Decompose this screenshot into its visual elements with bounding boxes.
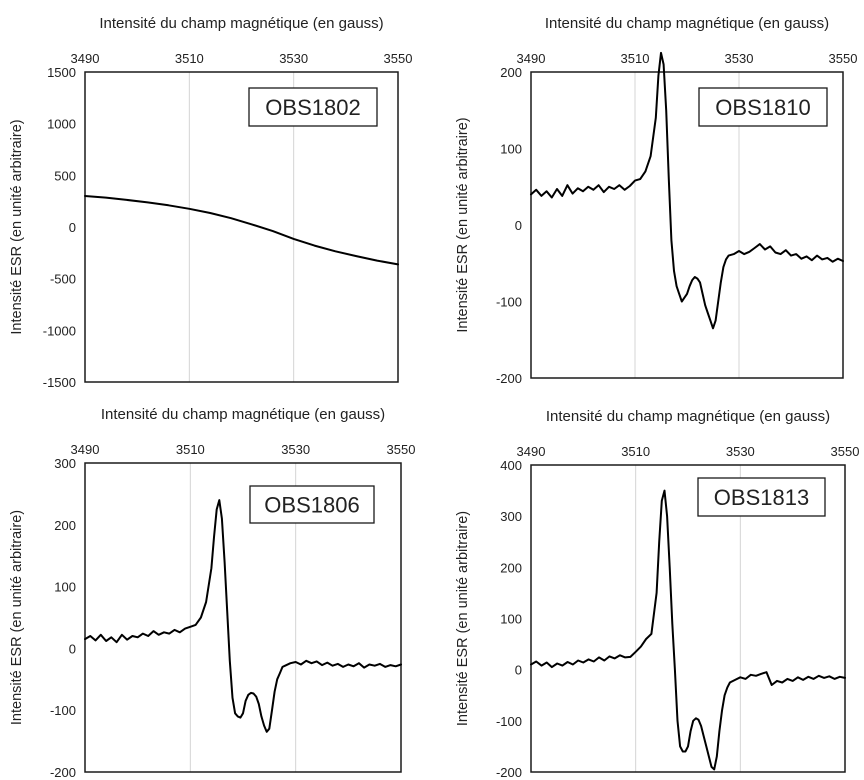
- y-tick-label: 200: [500, 65, 522, 80]
- x-tick-label: 3510: [621, 51, 650, 66]
- x-tick-label: 3490: [517, 51, 546, 66]
- esr-panel-2: Intensité du champ magnétique (en gauss)…: [455, 15, 857, 386]
- x-tick-label: 3530: [725, 51, 754, 66]
- esr-panel-3: Intensité du champ magnétique (en gauss)…: [9, 406, 415, 780]
- y-tick-label: 0: [515, 663, 522, 678]
- x-tick-label: 3490: [71, 51, 100, 66]
- sample-label-box: [697, 477, 826, 517]
- y-tick-label: 300: [54, 456, 76, 471]
- y-axis-label: Intensité ESR (en unité arbitraire): [455, 117, 471, 332]
- plot-frame: [530, 71, 844, 379]
- y-tick-label: -200: [496, 371, 522, 386]
- y-tick-label: -100: [50, 703, 76, 718]
- x-tick-label: 3510: [176, 442, 205, 457]
- x-tick-label: 3550: [384, 51, 413, 66]
- esr-spectrum-line: [530, 489, 846, 771]
- y-tick-label: 0: [69, 641, 76, 656]
- sample-label-box: [698, 87, 828, 127]
- sample-label: OBS1813: [714, 485, 809, 510]
- esr-spectrum-line: [530, 51, 844, 330]
- y-tick-label: 0: [515, 218, 522, 233]
- y-tick-label: -1000: [43, 323, 76, 338]
- x-tick-label: 3510: [175, 51, 204, 66]
- x-tick-label: 3530: [726, 444, 755, 459]
- y-tick-label: 100: [54, 580, 76, 595]
- x-axis-label: Intensité du champ magnétique (en gauss): [545, 15, 829, 32]
- x-tick-label: 3490: [71, 442, 100, 457]
- y-tick-label: 100: [500, 142, 522, 157]
- y-tick-label: -100: [496, 714, 522, 729]
- plot-frame: [84, 71, 399, 383]
- esr-panel-1: Intensité du champ magnétique (en gauss)…: [9, 15, 412, 390]
- y-tick-label: 200: [500, 560, 522, 575]
- y-tick-label: 500: [54, 168, 76, 183]
- plot-frame: [530, 464, 846, 773]
- x-tick-label: 3510: [621, 444, 650, 459]
- y-tick-label: -200: [496, 765, 522, 780]
- x-tick-label: 3530: [281, 442, 310, 457]
- sample-label: OBS1802: [265, 95, 360, 120]
- y-tick-label: -100: [496, 295, 522, 310]
- x-tick-label: 3550: [829, 51, 858, 66]
- y-tick-label: -200: [50, 765, 76, 780]
- esr-spectrum-line: [84, 499, 402, 733]
- y-tick-label: 0: [69, 220, 76, 235]
- y-tick-label: 100: [500, 612, 522, 627]
- x-axis-label: Intensité du champ magnétique (en gauss): [101, 406, 385, 423]
- y-tick-label: 200: [54, 518, 76, 533]
- sample-label: OBS1810: [715, 95, 810, 120]
- x-axis-label: Intensité du champ magnétique (en gauss): [99, 15, 383, 32]
- y-tick-label: -1500: [43, 375, 76, 390]
- y-tick-label: 400: [500, 458, 522, 473]
- y-tick-label: 1000: [47, 117, 76, 132]
- sample-label: OBS1806: [264, 493, 359, 518]
- y-axis-label: Intensité ESR (en unité arbitraire): [9, 510, 25, 725]
- esr-panel-4: Intensité du champ magnétique (en gauss)…: [455, 408, 859, 780]
- x-axis-label: Intensité du champ magnétique (en gauss): [546, 408, 830, 425]
- esr-spectrum-line: [84, 195, 399, 266]
- y-tick-label: 1500: [47, 65, 76, 80]
- x-tick-label: 3550: [831, 444, 860, 459]
- plot-frame: [84, 462, 402, 773]
- sample-label-box: [249, 485, 375, 524]
- x-tick-label: 3530: [279, 51, 308, 66]
- y-axis-label: Intensité ESR (en unité arbitraire): [455, 511, 471, 726]
- x-tick-label: 3550: [387, 442, 416, 457]
- x-tick-label: 3490: [517, 444, 546, 459]
- y-tick-label: 300: [500, 509, 522, 524]
- y-axis-label: Intensité ESR (en unité arbitraire): [9, 119, 25, 334]
- y-tick-label: -500: [50, 272, 76, 287]
- sample-label-box: [248, 87, 378, 127]
